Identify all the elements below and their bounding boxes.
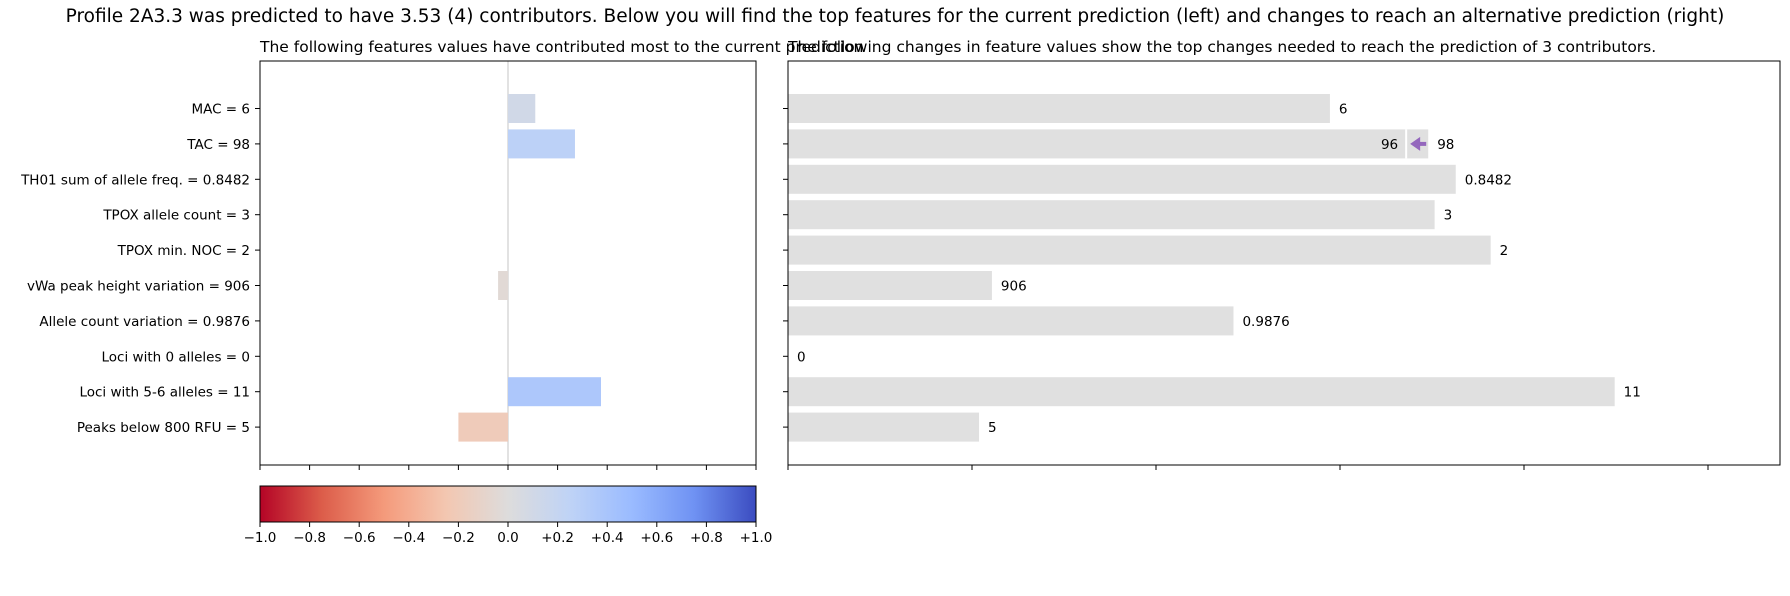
- right-axes: 6 96 98 0.8482 3 2 906 0.9876 0 11 5: [783, 60, 1781, 470]
- left-bar: [498, 271, 508, 300]
- colorbar-tick-label: +1.0: [740, 530, 773, 546]
- value-label: 0: [797, 349, 806, 365]
- right-bar: [788, 164, 1456, 194]
- colorbar-gradient-bar: [259, 485, 757, 523]
- value-label: 0.8482: [1465, 172, 1512, 188]
- feature-label: Loci with 0 alleles = 0: [102, 349, 250, 365]
- right-bar: [788, 129, 1429, 159]
- right-bar: [788, 200, 1435, 230]
- colorbar-tick-label: −0.6: [343, 530, 376, 546]
- right-bar: [788, 377, 1615, 407]
- feature-label: TH01 sum of allele freq. = 0.8482: [20, 172, 250, 188]
- right-bar: [788, 412, 980, 442]
- change-arrow-head: [1410, 136, 1421, 151]
- colorbar-tick-label: −1.0: [244, 530, 277, 546]
- right-bar: [788, 94, 1330, 123]
- right-bar: [788, 271, 992, 300]
- colorbar-tick-label: 0.0: [497, 530, 518, 546]
- colorbar-tick-label: +0.8: [690, 530, 723, 546]
- value-label: 0.9876: [1242, 314, 1289, 330]
- right-bar: [788, 235, 1491, 265]
- figure-title: Profile 2A3.3 was predicted to have 3.53…: [65, 6, 1725, 27]
- value-label: 11: [1624, 385, 1641, 401]
- colorbar-tick-label: −0.4: [392, 530, 425, 546]
- value-label: 6: [1339, 102, 1348, 118]
- value-label: 3: [1444, 208, 1453, 224]
- right-bar: [788, 306, 1234, 336]
- feature-label: TPOX allele count = 3: [102, 208, 250, 224]
- colorbar-tick-label: −0.8: [293, 530, 326, 546]
- colorbar-tick-label: +0.4: [591, 530, 624, 546]
- left-axes: MAC = 6 TAC = 98 TH01 sum of allele freq. …: [20, 60, 757, 470]
- feature-label: Peaks below 800 RFU = 5: [77, 420, 250, 436]
- feature-label: vWa peak height variation = 906: [27, 279, 250, 295]
- left-bar: [508, 129, 575, 159]
- new-value-label: 96: [1381, 137, 1398, 153]
- colorbar: −1.0 −0.8 −0.6 −0.4 −0.2 0.0 +0.2 +0.4 +0.6 +0.8 +…: [244, 485, 773, 546]
- feature-label: TPOX min. NOC = 2: [117, 243, 250, 259]
- left-bar: [508, 377, 601, 407]
- left-bar: [508, 94, 536, 123]
- feature-label: MAC = 6: [191, 102, 250, 118]
- colorbar-tick-label: +0.6: [640, 530, 673, 546]
- feature-label: Loci with 5-6 alleles = 11: [79, 385, 250, 401]
- colorbar-tick-label: −0.2: [442, 530, 475, 546]
- current-value-label: 98: [1437, 137, 1454, 153]
- feature-label: Allele count variation = 0.9876: [39, 314, 250, 330]
- left-chart-title: The following features values have contr…: [260, 38, 864, 56]
- right-axes-frame: [787, 60, 1781, 466]
- colorbar-tick-label: +0.2: [541, 530, 574, 546]
- value-label: 2: [1500, 243, 1509, 259]
- value-label: 906: [1001, 279, 1027, 295]
- right-chart-title: The following changes in feature values …: [788, 38, 1657, 56]
- feature-label: TAC = 98: [186, 137, 250, 153]
- left-bar: [458, 412, 508, 442]
- value-label: 5: [988, 420, 997, 436]
